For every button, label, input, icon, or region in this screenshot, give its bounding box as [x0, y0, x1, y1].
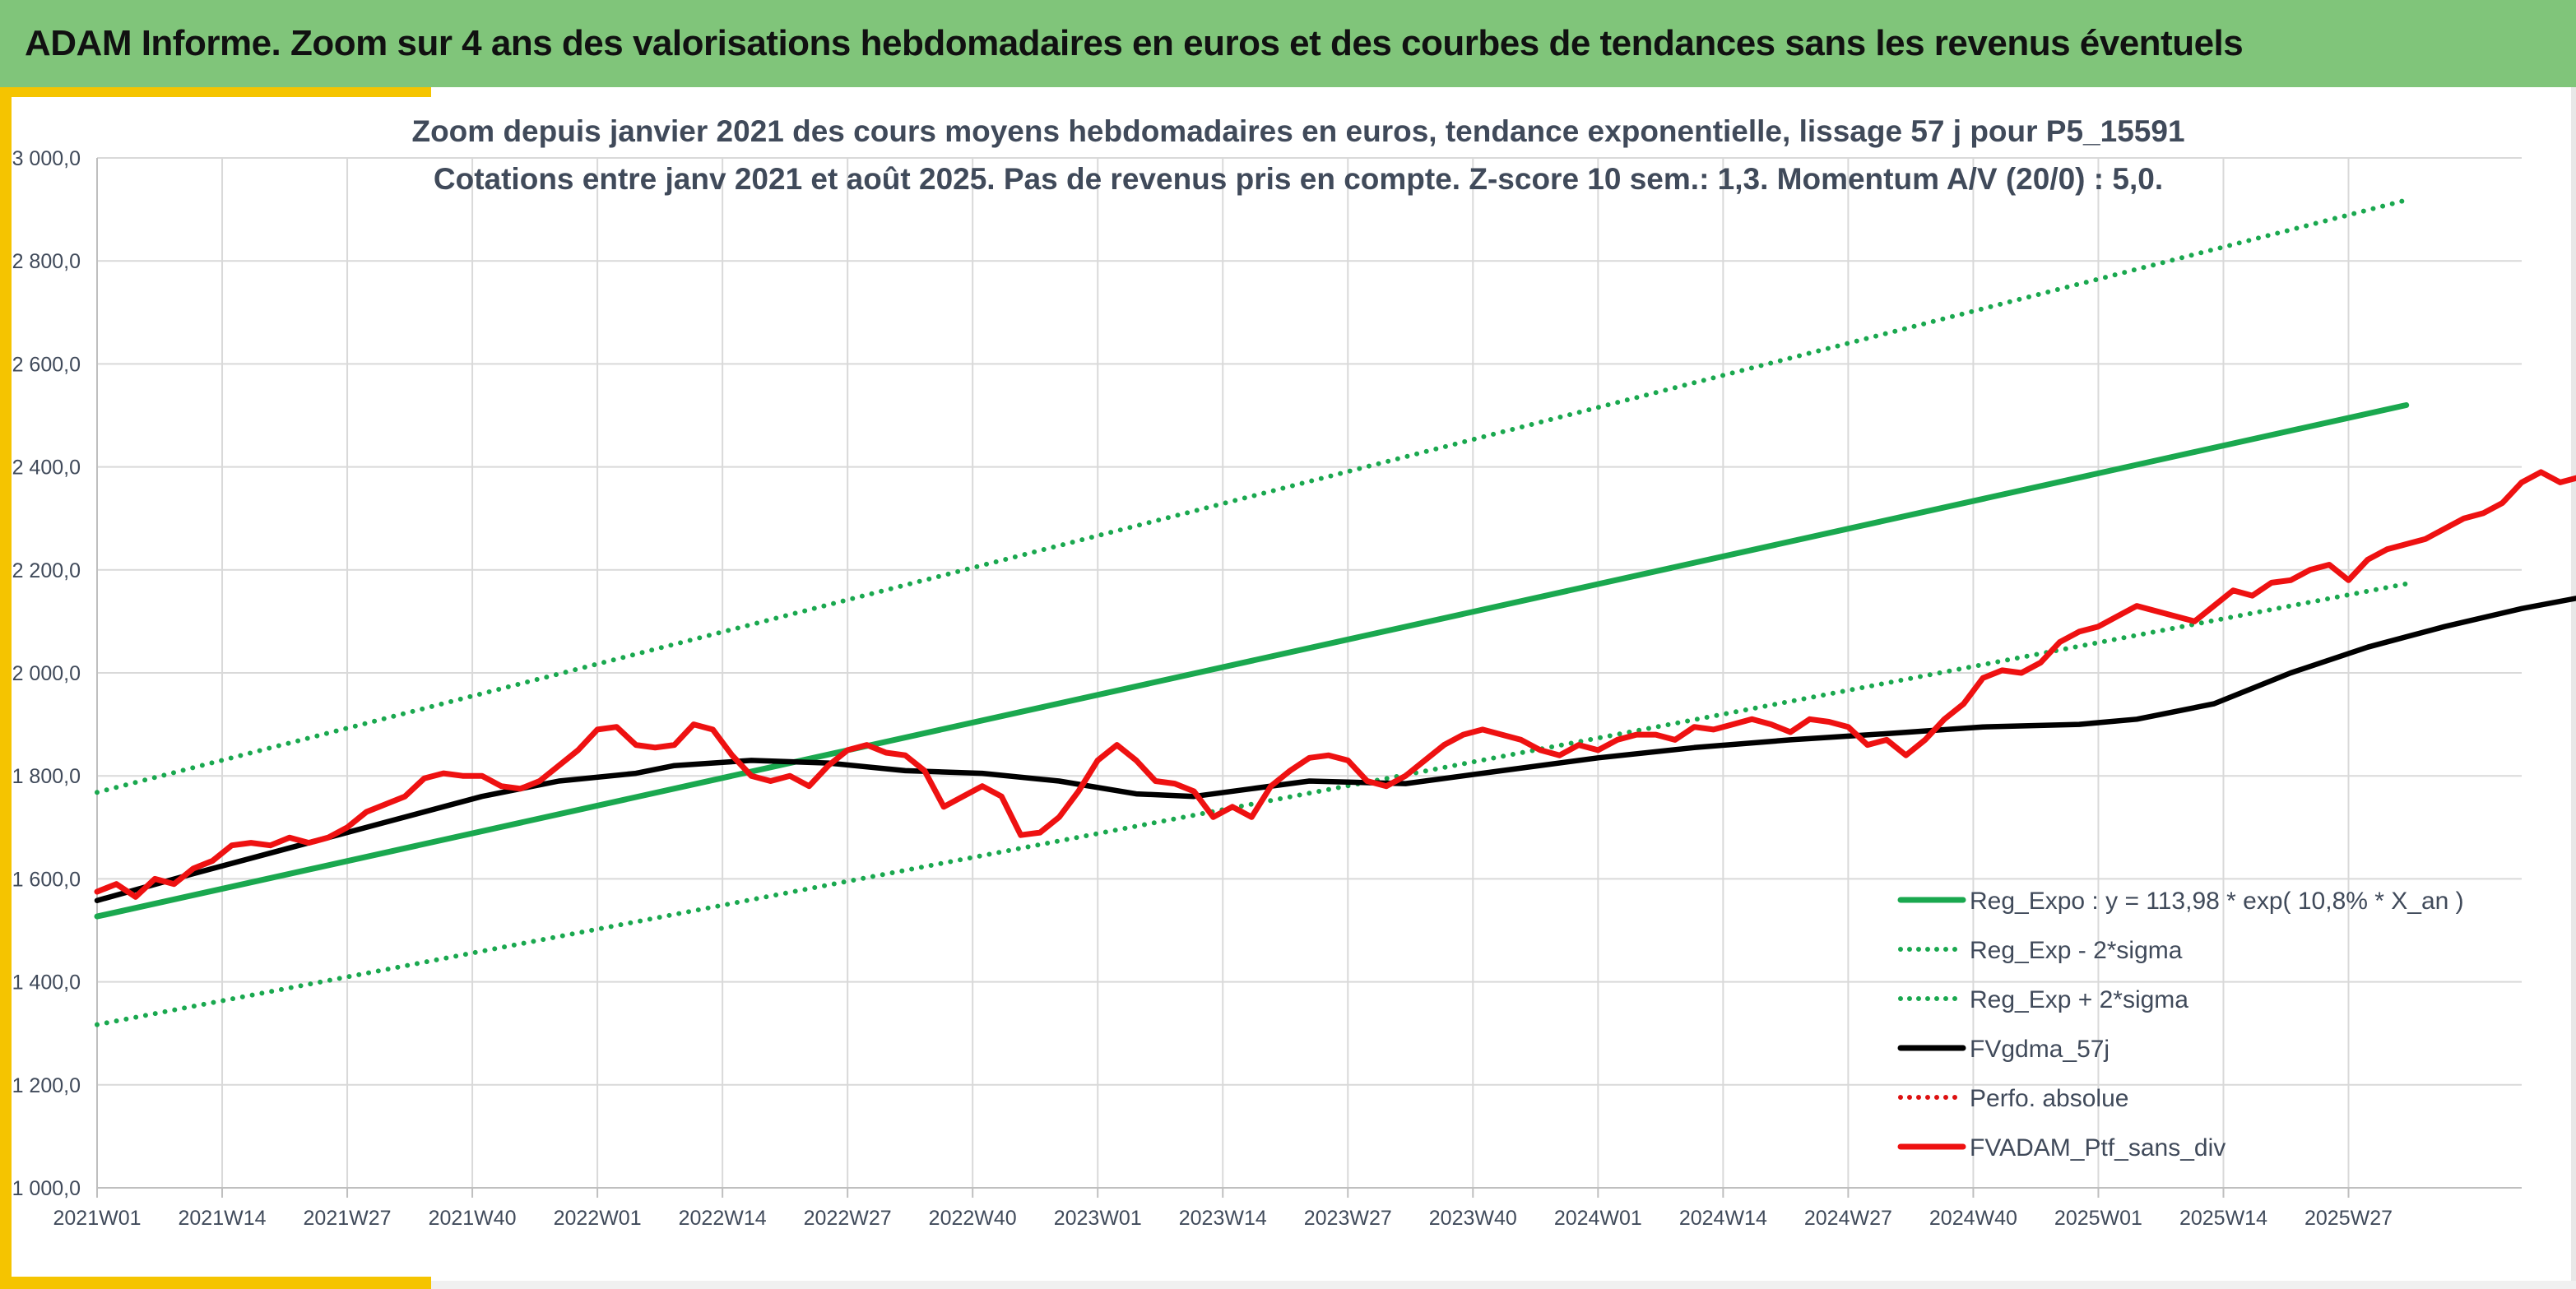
legend-label-gdma-line: FVgdma_57j [1970, 1036, 2110, 1063]
y-tick-label: 2 400,0 [12, 457, 81, 480]
legend-label-perfo-line: Perfo. absolue [1970, 1085, 2128, 1112]
x-tick-label: 2021W01 [53, 1207, 141, 1230]
x-tick-label: 2024W01 [1554, 1207, 1642, 1230]
x-tick-label: 2024W14 [1679, 1207, 1767, 1230]
reg-expo-line [94, 402, 2410, 920]
x-tick-label: 2022W14 [679, 1207, 767, 1230]
sigma-minus-line [95, 581, 2409, 1027]
gridlines [96, 157, 2522, 1189]
x-tick-label: 2024W40 [1929, 1207, 2017, 1230]
x-tick-label: 2022W01 [554, 1207, 642, 1230]
x-tick-label: 2023W01 [1054, 1207, 1142, 1230]
x-tick-label: 2023W14 [1179, 1207, 1267, 1230]
x-tick-label: 2023W40 [1429, 1207, 1517, 1230]
sigma-plus-line [95, 197, 2409, 795]
legend-label-portfolio-line: FVADAM_Ptf_sans_div [1970, 1134, 2226, 1161]
y-tick-label: 2 600,0 [12, 353, 81, 376]
x-tick-label: 2022W40 [929, 1207, 1017, 1230]
y-tick-label: 1 800,0 [12, 765, 81, 788]
frame-edge-right [2571, 87, 2576, 1289]
gdma-line [94, 596, 2576, 903]
portfolio-line [94, 469, 2576, 900]
legend-label-sigma-plus-line: Reg_Exp + 2*sigma [1970, 986, 2188, 1013]
x-tick-label: 2024W27 [1804, 1207, 1892, 1230]
axes [96, 158, 2522, 1198]
x-tick-label: 2021W27 [304, 1207, 392, 1230]
banner-title: ADAM Informe. Zoom sur 4 ans des valoris… [0, 0, 2576, 87]
y-tick-label: 1 000,0 [12, 1177, 81, 1200]
x-tick-label: 2021W40 [429, 1207, 517, 1230]
y-tick-label: 1 400,0 [12, 971, 81, 995]
x-tick-label: 2025W27 [2304, 1207, 2393, 1230]
series [94, 197, 2576, 1027]
accent-bar-left [0, 87, 12, 1289]
accent-bar-bottom [12, 1277, 431, 1289]
legend: Reg_Expo : y = 113,98 * exp( 10,8% * X_a… [1897, 888, 2464, 1161]
chart-subtitle: Cotations entre janv 2021 et août 2025. … [434, 162, 2163, 196]
y-tick-label: 1 600,0 [12, 868, 81, 891]
legend-label-reg-expo-line: Reg_Expo : y = 113,98 * exp( 10,8% * X_a… [1970, 888, 2464, 915]
x-tick-label: 2025W01 [2054, 1207, 2142, 1230]
accent-bar-top [12, 87, 431, 97]
x-tick-label: 2021W14 [179, 1207, 267, 1230]
x-tick-labels: 2021W01 2021W14 2021W27 2021W40 2022W01 2022W… [53, 1207, 2393, 1230]
y-tick-label: 2 200,0 [12, 559, 81, 582]
frame-edge-bottom [431, 1281, 2576, 1289]
x-tick-label: 2023W27 [1304, 1207, 1392, 1230]
y-tick-label: 2 000,0 [12, 662, 81, 685]
x-tick-label: 2022W27 [804, 1207, 892, 1230]
y-tick-label: 1 200,0 [12, 1074, 81, 1097]
x-tick-label: 2025W14 [2179, 1207, 2267, 1230]
y-tick-label: 2 800,0 [12, 250, 81, 273]
y-tick-labels: 1 000,0 1 200,0 1 400,0 1 600,0 1 800,0 2 000… [12, 147, 81, 1200]
y-tick-label: 3 000,0 [12, 147, 81, 170]
chart-title: Zoom depuis janvier 2021 des cours moyen… [411, 114, 2184, 148]
legend-label-sigma-minus-line: Reg_Exp - 2*sigma [1970, 937, 2183, 964]
